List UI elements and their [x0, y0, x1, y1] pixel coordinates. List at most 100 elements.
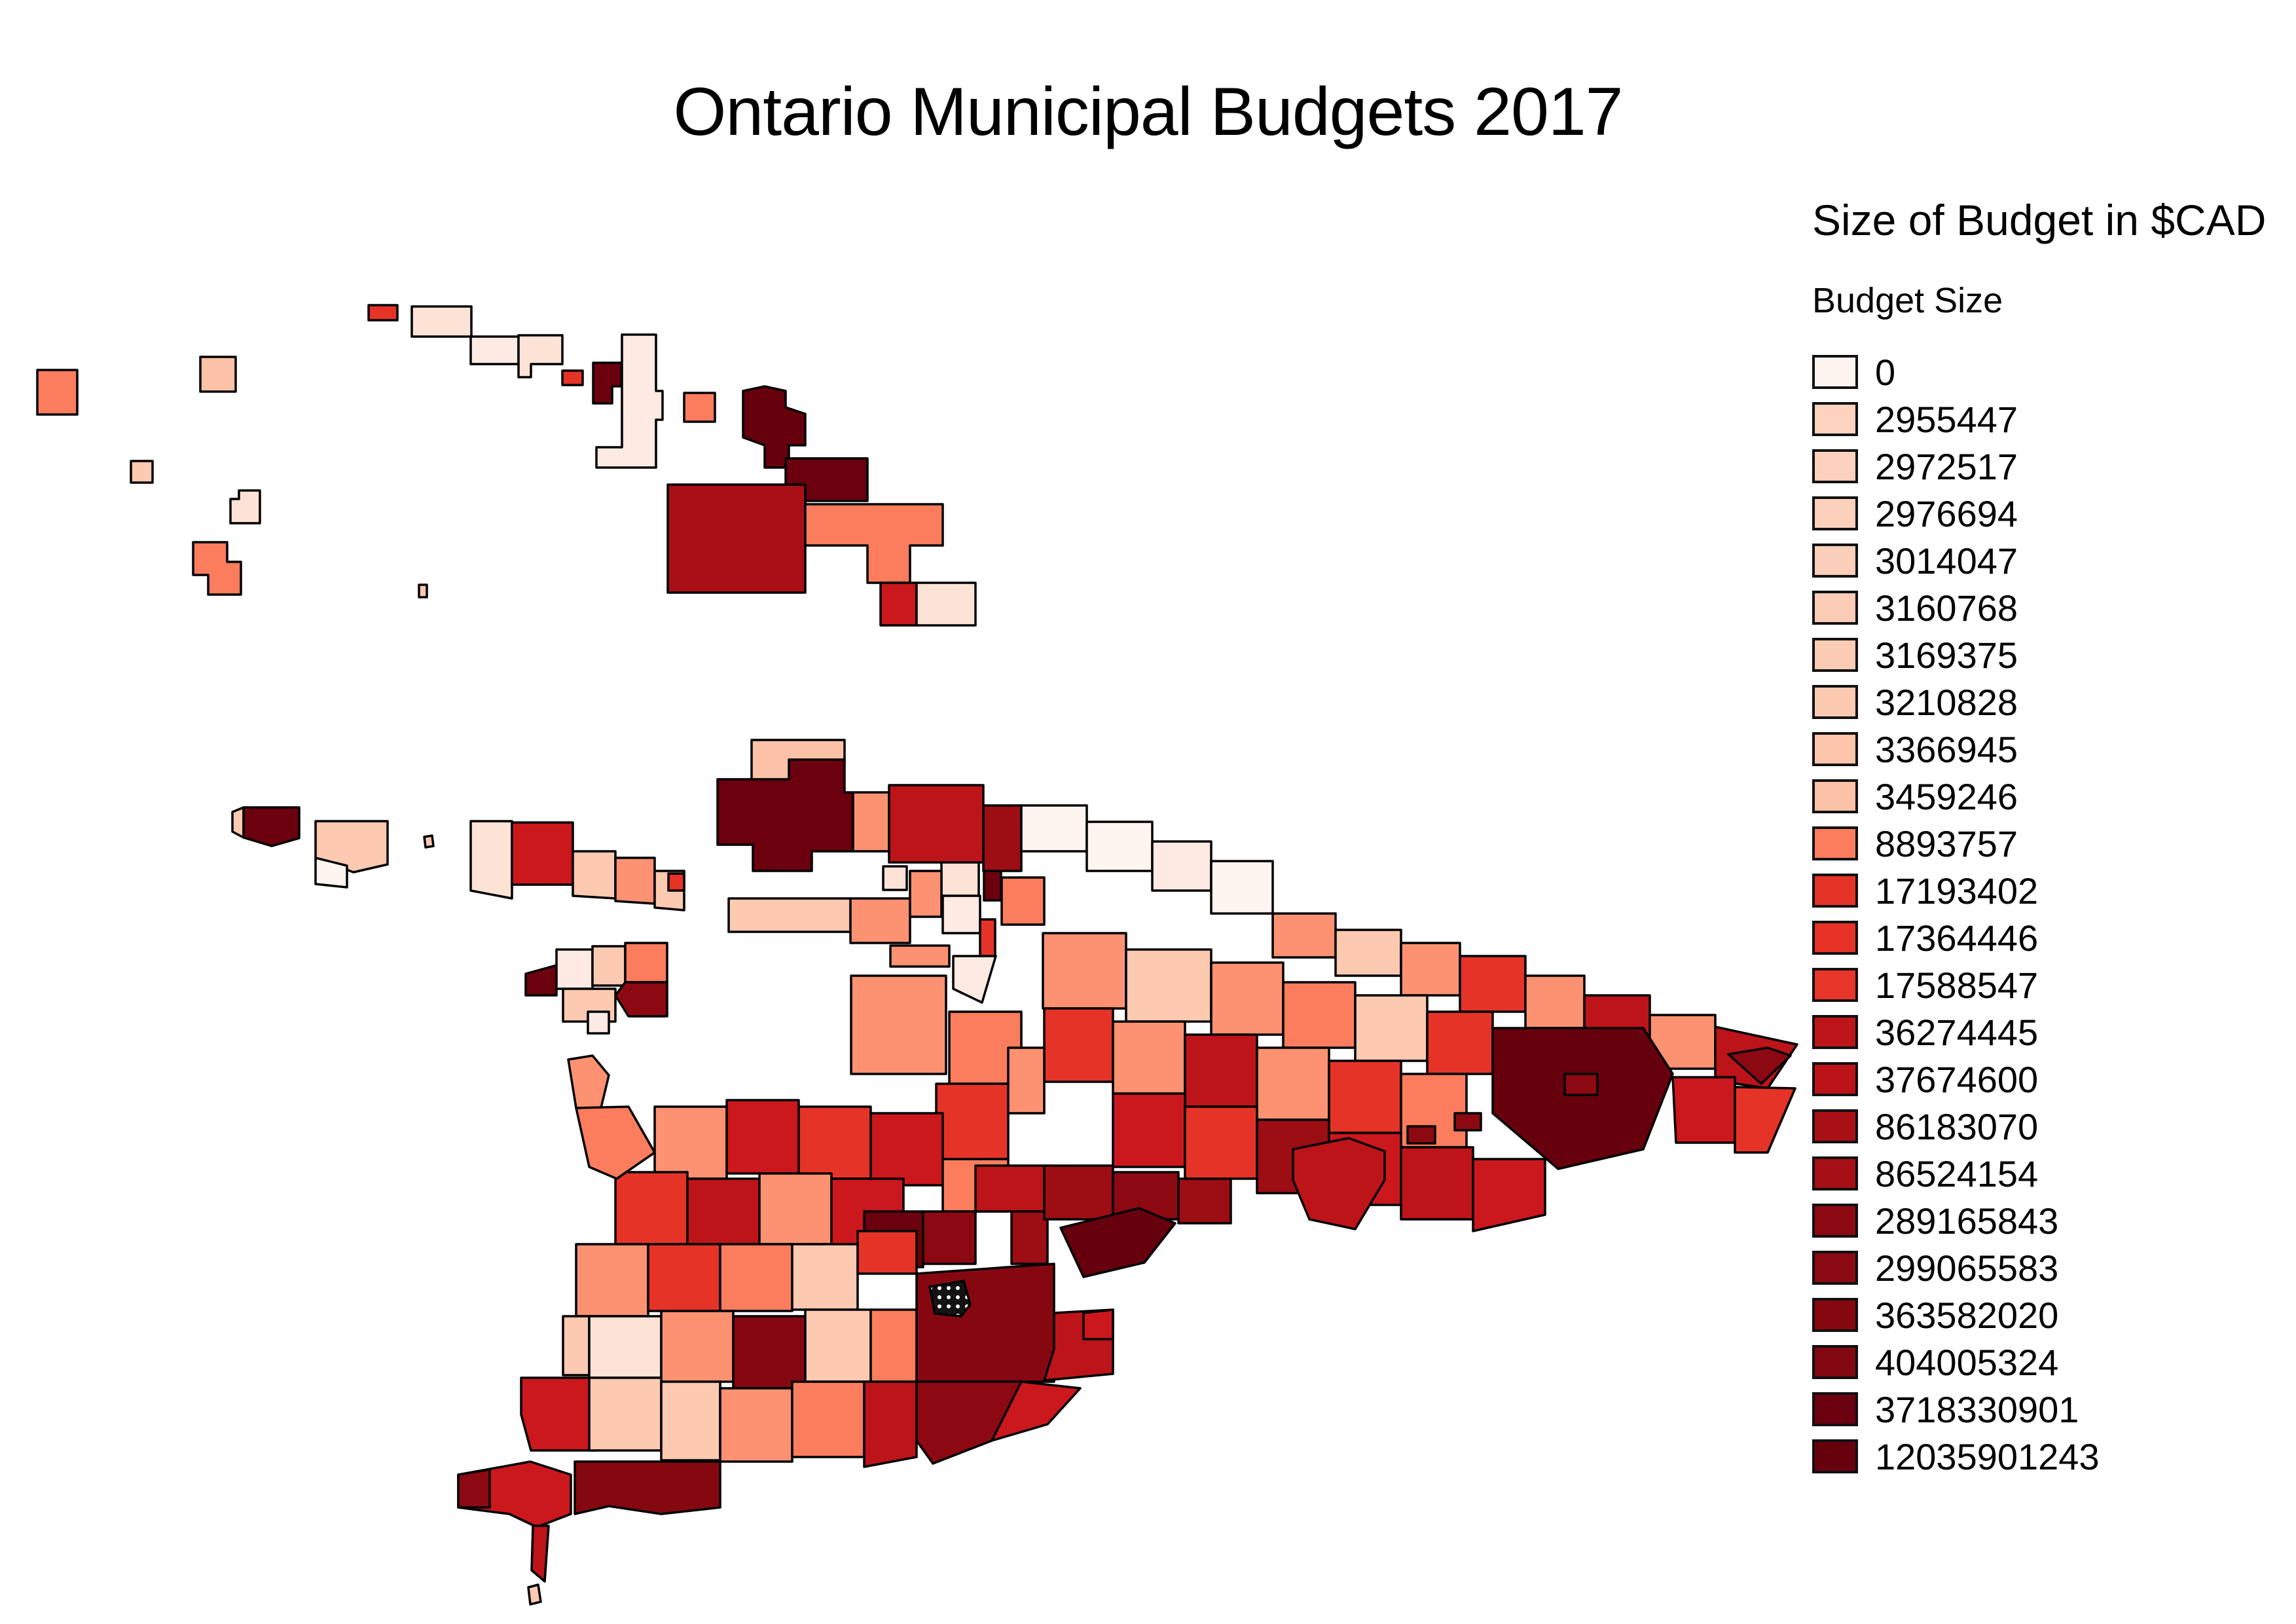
municipality-region	[588, 1315, 663, 1379]
legend-swatch	[1812, 732, 1858, 766]
legend-item-label: 3210828	[1875, 681, 2018, 723]
municipality-region	[561, 369, 584, 386]
legend-swatch	[1812, 591, 1858, 625]
legend-item-label: 86524154	[1875, 1153, 2039, 1194]
municipality-region	[979, 918, 996, 957]
municipality-region	[1524, 974, 1586, 1029]
municipality-region	[879, 581, 918, 627]
municipality-region	[922, 1210, 977, 1265]
legend-swatch	[1812, 779, 1858, 813]
municipality-region	[686, 1177, 761, 1246]
municipality-region	[1328, 1060, 1402, 1134]
municipality-region	[527, 1583, 542, 1606]
legend-swatch	[1812, 1345, 1858, 1379]
municipality-region	[192, 541, 242, 596]
municipality-region	[797, 1105, 872, 1180]
legend-item-label: 3366945	[1875, 728, 2018, 770]
legend-item: 3014047	[1812, 537, 2266, 584]
municipality-region	[1043, 1007, 1114, 1083]
legend-item-label: 2976694	[1875, 492, 2018, 534]
legend-item: 2976694	[1812, 490, 2266, 537]
legend-item: 2972517	[1812, 443, 2266, 490]
municipality-region	[1043, 1164, 1114, 1221]
legend-item: 3366945	[1812, 726, 2266, 773]
municipality-region	[725, 1099, 800, 1175]
legend-item: 3210828	[1812, 678, 2266, 726]
municipality-region	[524, 964, 558, 997]
municipality-region	[869, 1308, 918, 1383]
legend-item-label: 2972517	[1875, 445, 2018, 487]
municipality-region	[791, 1380, 866, 1458]
legend-title: Size of Budget in $CAD	[1812, 196, 2267, 244]
municipality-region	[572, 850, 617, 900]
municipality-region	[1271, 912, 1337, 959]
legend-item: 86524154	[1812, 1150, 2266, 1197]
municipality-region	[314, 820, 389, 874]
no-data-hatched-region	[928, 1280, 972, 1318]
municipality-region	[575, 1243, 649, 1318]
municipality-region	[1177, 1177, 1232, 1225]
legend-item-label: 17193402	[1875, 870, 2039, 912]
legend: Size of Budget in $CAD Budget Size 0 2955…	[1812, 195, 2266, 1480]
legend-swatch	[1812, 1204, 1858, 1238]
legend-swatch	[1812, 874, 1858, 908]
municipality-region	[1334, 929, 1402, 977]
municipality-region	[614, 981, 668, 1018]
legend-item-label: 0	[1875, 351, 1896, 393]
legend-item: 0	[1812, 348, 2266, 396]
municipality-region	[647, 1243, 721, 1312]
legend-item: 8893757	[1812, 820, 2266, 867]
legend-item-label: 404005324	[1875, 1341, 2059, 1383]
municipality-region	[457, 1468, 491, 1509]
municipality-region	[660, 1310, 735, 1383]
municipality-region	[1112, 1092, 1186, 1168]
municipality-region	[614, 857, 656, 905]
municipality-region	[915, 1263, 1055, 1383]
municipality-region	[555, 948, 594, 990]
municipality-region	[727, 897, 852, 933]
legend-swatch	[1812, 1251, 1858, 1285]
municipality-region	[591, 945, 627, 987]
municipality-region	[732, 1315, 807, 1390]
legend-item-label: 3160768	[1875, 587, 2018, 629]
municipality-region	[804, 503, 944, 584]
municipality-region	[520, 1376, 597, 1452]
legend-swatch	[1812, 826, 1858, 860]
municipality-region	[852, 791, 890, 853]
municipality-region	[742, 385, 807, 469]
municipality-region	[1184, 1105, 1258, 1180]
legend-swatch	[1812, 449, 1858, 483]
legend-item: 289165843	[1812, 1197, 2266, 1244]
municipality-region	[614, 1171, 689, 1246]
legend-items: 0 2955447 2972517 2976694 3014047 3160768 3169…	[1812, 348, 2266, 1480]
legend-swatch	[1812, 968, 1858, 1002]
municipality-region	[231, 806, 245, 839]
legend-swatch	[1812, 921, 1858, 955]
legend-swatch	[1812, 402, 1858, 436]
municipality-region	[469, 820, 513, 900]
map-title: Ontario Municipal Budgets 2017	[673, 74, 1623, 150]
municipality-region	[909, 870, 943, 918]
municipality-region	[804, 1308, 872, 1383]
municipality-region	[562, 1315, 591, 1376]
legend-item: 3160768	[1812, 584, 2266, 631]
municipality-region	[1151, 840, 1212, 892]
municipality-region	[1282, 981, 1357, 1049]
municipality-region	[1453, 1112, 1482, 1132]
municipality-region	[1491, 1027, 1674, 1170]
legend-item: 2955447	[1812, 396, 2266, 443]
municipality-region	[941, 895, 981, 934]
municipality-region	[1400, 1146, 1474, 1221]
legend-item: 12035901243	[1812, 1433, 2266, 1480]
legend-item: 299065583	[1812, 1244, 2266, 1291]
municipality-region	[1010, 1210, 1049, 1265]
legend-swatch	[1812, 1015, 1858, 1049]
municipality-region	[849, 897, 911, 944]
legend-item: 17193402	[1812, 867, 2266, 914]
municipality-region	[974, 1164, 1046, 1213]
legend-swatch	[1812, 496, 1858, 530]
municipality-region	[567, 1054, 610, 1115]
municipality-region	[667, 872, 685, 892]
legend-item-label: 289165843	[1875, 1200, 2059, 1242]
